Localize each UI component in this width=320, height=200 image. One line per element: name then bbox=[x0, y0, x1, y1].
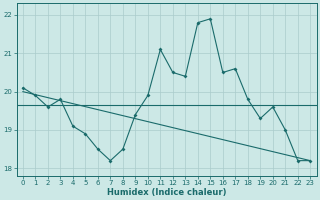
X-axis label: Humidex (Indice chaleur): Humidex (Indice chaleur) bbox=[107, 188, 226, 197]
